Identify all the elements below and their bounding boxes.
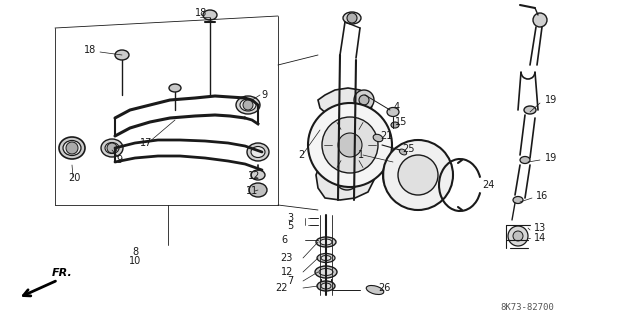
Ellipse shape (251, 170, 265, 180)
Circle shape (508, 226, 528, 246)
Ellipse shape (343, 12, 361, 24)
Circle shape (335, 166, 359, 190)
Ellipse shape (317, 254, 335, 263)
Text: 20: 20 (68, 173, 81, 183)
Text: 17: 17 (140, 138, 152, 148)
Circle shape (383, 140, 453, 210)
Ellipse shape (169, 84, 181, 92)
Ellipse shape (366, 286, 384, 294)
Ellipse shape (115, 50, 129, 60)
Text: 18: 18 (195, 8, 207, 18)
Ellipse shape (249, 183, 267, 197)
Text: 21: 21 (380, 131, 392, 141)
Text: 24: 24 (482, 180, 494, 190)
Circle shape (107, 143, 117, 153)
Text: 14: 14 (534, 233, 547, 243)
Text: 10: 10 (129, 256, 141, 266)
Ellipse shape (391, 122, 399, 128)
Ellipse shape (399, 149, 406, 155)
Circle shape (243, 100, 253, 110)
Ellipse shape (524, 106, 536, 114)
Text: 5: 5 (287, 221, 293, 231)
Text: 11: 11 (246, 186, 259, 196)
Polygon shape (316, 158, 374, 200)
Ellipse shape (321, 256, 331, 261)
Circle shape (398, 155, 438, 195)
Text: 18: 18 (84, 45, 96, 55)
Text: 23: 23 (280, 253, 293, 263)
Text: 3: 3 (287, 213, 293, 223)
Circle shape (513, 231, 523, 241)
Text: 9: 9 (116, 155, 122, 165)
Text: 8K73-82700: 8K73-82700 (500, 303, 554, 313)
Ellipse shape (373, 134, 383, 142)
Circle shape (354, 90, 374, 110)
Ellipse shape (320, 239, 332, 245)
Ellipse shape (513, 197, 523, 204)
Text: 13: 13 (534, 223, 547, 233)
Text: 19: 19 (545, 153, 557, 163)
Text: 9: 9 (261, 90, 267, 100)
Ellipse shape (101, 139, 123, 157)
Text: 22: 22 (275, 283, 288, 293)
Ellipse shape (105, 143, 119, 153)
Ellipse shape (316, 237, 336, 247)
Ellipse shape (251, 146, 265, 158)
Text: 7: 7 (287, 276, 293, 286)
Text: 4: 4 (394, 102, 400, 112)
Ellipse shape (240, 99, 256, 111)
Ellipse shape (387, 108, 399, 116)
Text: 2: 2 (298, 150, 304, 160)
Ellipse shape (321, 283, 331, 289)
Text: 12: 12 (248, 171, 260, 181)
Circle shape (338, 133, 362, 157)
Text: 16: 16 (536, 191, 548, 201)
Ellipse shape (317, 281, 335, 291)
Ellipse shape (63, 140, 81, 155)
Circle shape (347, 13, 357, 23)
Text: 8: 8 (132, 247, 138, 257)
Ellipse shape (59, 137, 85, 159)
Ellipse shape (520, 157, 530, 164)
Circle shape (359, 95, 369, 105)
Ellipse shape (247, 143, 269, 161)
Circle shape (341, 172, 353, 184)
Circle shape (533, 13, 547, 27)
Text: 6: 6 (282, 235, 288, 245)
Circle shape (308, 103, 392, 187)
Circle shape (66, 142, 78, 154)
Text: 26: 26 (378, 283, 390, 293)
Circle shape (322, 117, 378, 173)
Text: 25: 25 (402, 144, 415, 154)
Ellipse shape (203, 10, 217, 20)
Polygon shape (318, 88, 372, 122)
Ellipse shape (315, 266, 337, 278)
Ellipse shape (319, 269, 333, 276)
Text: FR.: FR. (52, 268, 73, 278)
Text: 15: 15 (395, 117, 408, 127)
Text: 12: 12 (280, 267, 293, 277)
Text: 1: 1 (358, 150, 364, 160)
Ellipse shape (236, 96, 260, 114)
Text: 19: 19 (545, 95, 557, 105)
